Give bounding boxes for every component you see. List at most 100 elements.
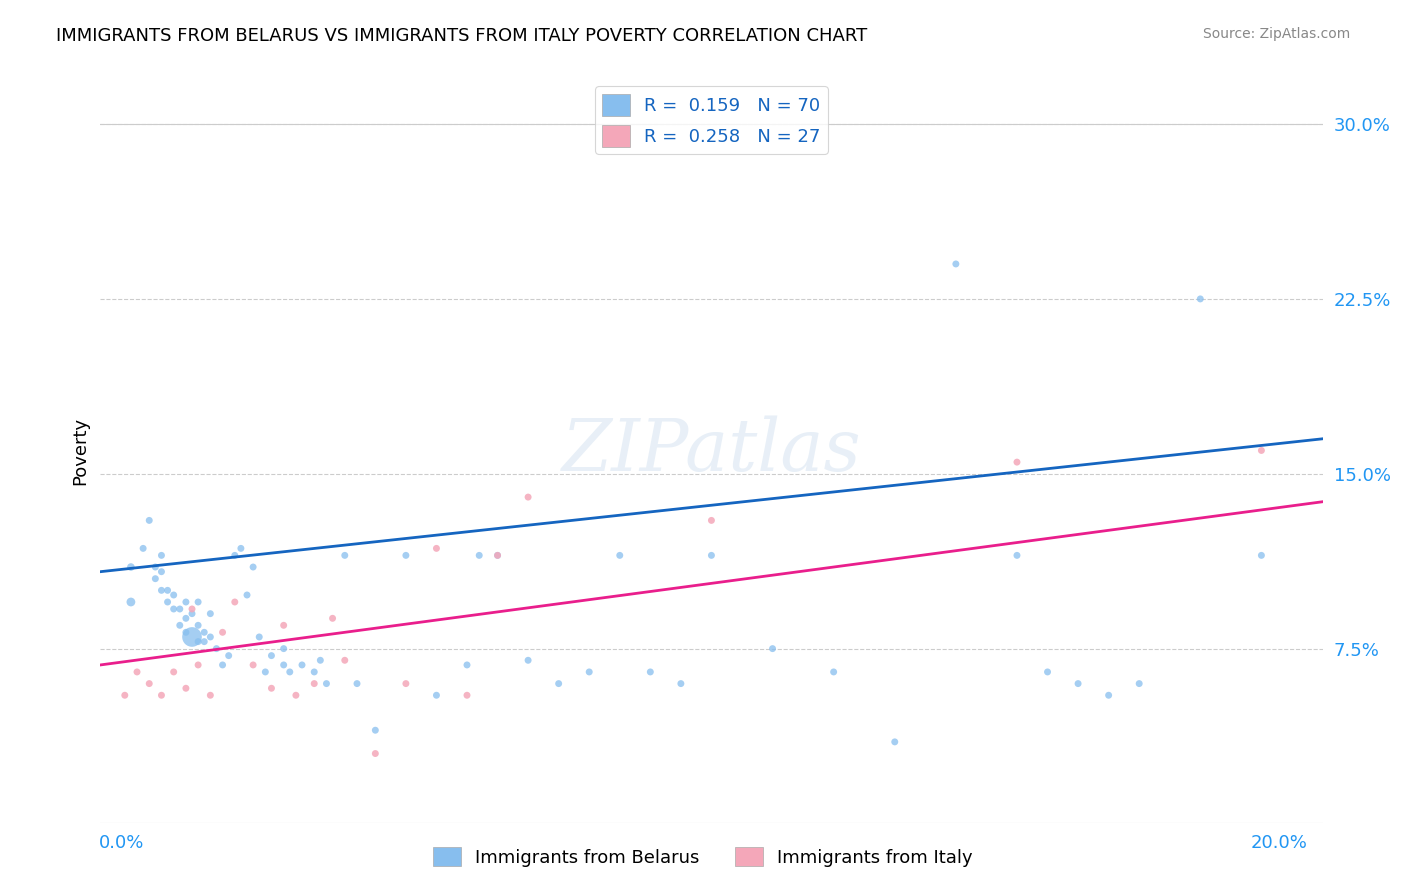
Point <box>517 653 540 667</box>
Point <box>163 588 186 602</box>
Point <box>254 665 277 679</box>
Point <box>156 583 179 598</box>
Point <box>187 634 209 648</box>
Point <box>181 602 204 616</box>
Point <box>187 595 209 609</box>
Point <box>150 549 173 563</box>
Point <box>211 625 233 640</box>
Point <box>291 657 314 672</box>
Point <box>156 595 179 609</box>
Point <box>333 653 356 667</box>
Point <box>200 630 222 644</box>
Point <box>193 625 215 640</box>
Point <box>456 657 478 672</box>
Point <box>883 735 905 749</box>
Point <box>468 549 491 563</box>
Point <box>114 688 136 702</box>
Text: 0.0%: 0.0% <box>98 834 143 852</box>
Point <box>1250 443 1272 458</box>
Point <box>700 549 723 563</box>
Point <box>229 541 252 556</box>
Point <box>174 625 197 640</box>
Point <box>547 676 569 690</box>
Point <box>200 607 222 621</box>
Point <box>169 618 191 632</box>
Point <box>640 665 662 679</box>
Point <box>425 688 447 702</box>
Point <box>273 618 295 632</box>
Point <box>138 513 160 527</box>
Point <box>364 723 387 738</box>
Point <box>132 541 155 556</box>
Point <box>1128 676 1150 690</box>
Point <box>315 676 337 690</box>
Point <box>150 583 173 598</box>
Point <box>302 676 325 690</box>
Point <box>187 657 209 672</box>
Point <box>218 648 240 663</box>
Point <box>163 665 186 679</box>
Point <box>224 595 246 609</box>
Y-axis label: Poverty: Poverty <box>72 417 89 484</box>
Point <box>169 602 191 616</box>
Point <box>395 676 418 690</box>
Point <box>224 549 246 563</box>
Point <box>761 641 783 656</box>
Point <box>273 641 295 656</box>
Point <box>456 688 478 702</box>
Point <box>273 657 295 672</box>
Point <box>143 572 166 586</box>
Point <box>242 560 264 574</box>
Point <box>823 665 845 679</box>
Text: Source: ZipAtlas.com: Source: ZipAtlas.com <box>1202 27 1350 41</box>
Point <box>425 541 447 556</box>
Legend: Immigrants from Belarus, Immigrants from Italy: Immigrants from Belarus, Immigrants from… <box>426 840 980 874</box>
Point <box>486 549 509 563</box>
Point <box>322 611 344 625</box>
Point <box>486 549 509 563</box>
Point <box>1005 549 1028 563</box>
Point <box>278 665 301 679</box>
Point <box>395 549 418 563</box>
Point <box>260 681 283 696</box>
Point <box>1189 292 1212 306</box>
Point <box>333 549 356 563</box>
Point <box>1036 665 1059 679</box>
Point <box>284 688 307 702</box>
Point <box>174 681 197 696</box>
Point <box>200 688 222 702</box>
Text: 20.0%: 20.0% <box>1251 834 1308 852</box>
Point <box>120 595 142 609</box>
Text: IMMIGRANTS FROM BELARUS VS IMMIGRANTS FROM ITALY POVERTY CORRELATION CHART: IMMIGRANTS FROM BELARUS VS IMMIGRANTS FR… <box>56 27 868 45</box>
Point <box>260 648 283 663</box>
Point <box>247 630 270 644</box>
Point <box>517 490 540 504</box>
Point <box>211 657 233 672</box>
Point <box>205 641 228 656</box>
Point <box>309 653 332 667</box>
Point <box>150 565 173 579</box>
Point <box>187 618 209 632</box>
Point <box>150 688 173 702</box>
Point <box>174 611 197 625</box>
Point <box>125 665 148 679</box>
Point <box>346 676 368 690</box>
Point <box>181 607 204 621</box>
Point <box>193 634 215 648</box>
Point <box>163 602 186 616</box>
Point <box>1098 688 1121 702</box>
Point <box>609 549 631 563</box>
Point <box>181 630 204 644</box>
Point <box>174 595 197 609</box>
Point <box>1005 455 1028 469</box>
Point <box>120 560 142 574</box>
Point <box>945 257 967 271</box>
Text: ZIPatlas: ZIPatlas <box>561 415 862 486</box>
Point <box>364 747 387 761</box>
Point <box>242 657 264 672</box>
Point <box>143 560 166 574</box>
Point <box>1250 549 1272 563</box>
Point <box>236 588 259 602</box>
Legend: R =  0.159   N = 70, R =  0.258   N = 27: R = 0.159 N = 70, R = 0.258 N = 27 <box>595 87 828 154</box>
Point <box>302 665 325 679</box>
